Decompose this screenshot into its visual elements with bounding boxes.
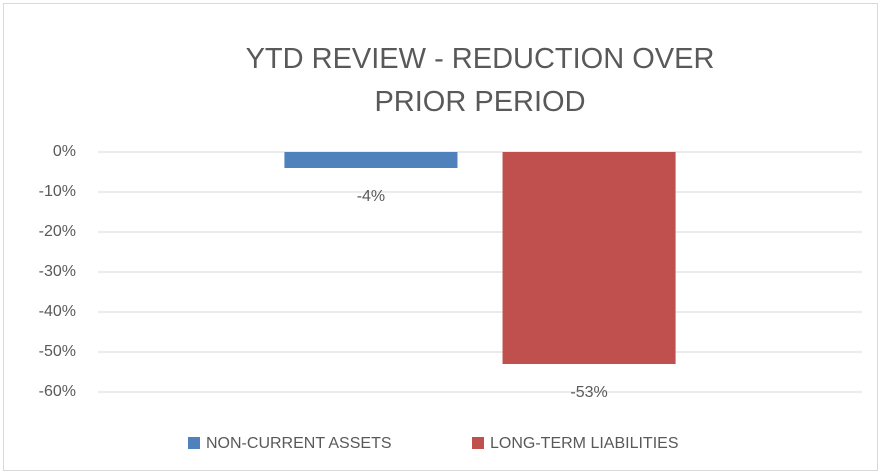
legend-swatch (188, 437, 200, 449)
legend-swatch (472, 437, 484, 449)
chart-title: YTD REVIEW - REDUCTION OVER PRIOR PERIOD (245, 43, 715, 118)
bar (502, 152, 676, 364)
legend-label: NON-CURRENT ASSETS (206, 435, 392, 452)
legend-label: LONG-TERM LIABILITIES (490, 435, 678, 452)
y-tick-label: 0% (53, 143, 76, 160)
y-tick-label: -20% (39, 223, 76, 240)
data-label: -53% (570, 384, 607, 401)
y-tick-label: -60% (39, 383, 76, 400)
y-tick-label: -50% (39, 343, 76, 360)
y-tick-label: -10% (39, 183, 76, 200)
bar (284, 152, 458, 168)
y-tick-label: -40% (39, 303, 76, 320)
chart-border (3, 3, 878, 471)
data-label: -4% (357, 188, 385, 205)
y-tick-label: -30% (39, 263, 76, 280)
